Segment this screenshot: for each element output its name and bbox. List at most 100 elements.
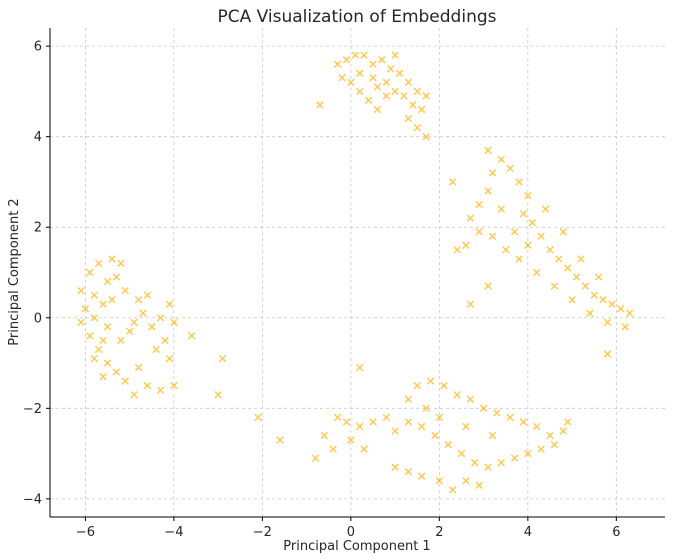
data-point (333, 60, 342, 68)
data-point (378, 55, 386, 64)
data-point (386, 65, 395, 73)
data-point (453, 246, 461, 254)
data-point (156, 386, 165, 394)
data-point (603, 350, 612, 358)
data-point (360, 445, 368, 453)
x-tick-label: 4 (524, 525, 532, 540)
data-point (99, 300, 107, 308)
data-point (417, 422, 426, 431)
data-point (466, 395, 475, 403)
x-ticks: −6 −4 −2 0 2 4 6 (76, 517, 620, 540)
data-point (484, 146, 492, 154)
data-point (391, 427, 399, 435)
data-point (440, 381, 448, 390)
data-point (524, 191, 532, 200)
data-point (550, 282, 559, 290)
data-point (497, 155, 505, 164)
data-point (356, 363, 364, 372)
data-point (404, 418, 413, 426)
data-point (524, 449, 532, 458)
data-point (117, 336, 125, 345)
data-point (187, 332, 196, 340)
data-point (422, 404, 430, 413)
data-point (99, 372, 107, 381)
data-point (524, 241, 532, 250)
data-point (316, 101, 324, 109)
data-point (81, 305, 90, 313)
y-tick-label: 2 (34, 221, 42, 236)
y-ticks: −4 −2 0 2 4 6 (23, 40, 50, 507)
data-point (541, 205, 550, 213)
data-point (475, 228, 483, 236)
data-point (559, 228, 567, 236)
data-point (466, 214, 475, 222)
data-point (422, 132, 430, 141)
data-point (356, 87, 364, 96)
data-point (528, 218, 536, 227)
data-point (515, 178, 523, 186)
data-point (475, 481, 483, 490)
data-points (77, 51, 634, 494)
data-point (338, 74, 346, 82)
data-point (475, 200, 483, 209)
data-point (170, 381, 178, 390)
data-point (165, 300, 174, 308)
data-point (218, 354, 227, 363)
data-point (342, 418, 351, 426)
data-point (373, 83, 382, 91)
data-point (603, 318, 612, 327)
data-point (139, 309, 147, 317)
data-point (103, 359, 112, 367)
data-point (134, 295, 143, 304)
data-point (435, 413, 444, 422)
data-point (572, 273, 581, 281)
data-point (165, 354, 174, 363)
data-point (625, 309, 634, 317)
data-point (466, 300, 475, 308)
data-point (382, 78, 390, 87)
data-point (497, 458, 505, 467)
data-point (351, 51, 359, 59)
data-point (563, 418, 572, 426)
data-point (422, 92, 430, 100)
x-tick-label: 0 (347, 525, 355, 540)
data-point (426, 377, 435, 385)
y-tick-label: −2 (23, 402, 42, 417)
data-point (329, 445, 337, 453)
x-tick-label: 2 (435, 525, 443, 540)
data-point (373, 105, 382, 114)
data-point (404, 78, 413, 87)
data-point (77, 318, 85, 327)
data-point (356, 422, 364, 431)
data-point (134, 363, 143, 372)
data-point (417, 472, 426, 480)
y-tick-label: 0 (34, 311, 42, 326)
data-point (417, 105, 426, 114)
data-point (599, 295, 607, 304)
data-point (360, 51, 368, 59)
data-point (86, 268, 94, 277)
y-axis-label: Principal Component 2 (7, 198, 22, 345)
data-point (347, 436, 355, 444)
data-point (590, 291, 598, 299)
data-point (103, 277, 112, 286)
data-point (400, 92, 408, 100)
data-point (413, 87, 421, 96)
data-point (108, 255, 116, 263)
data-point (369, 74, 377, 82)
data-point (510, 454, 519, 462)
data-point (608, 300, 616, 308)
data-point (143, 291, 152, 299)
data-point (532, 268, 541, 277)
data-point (214, 391, 222, 399)
data-point (519, 418, 528, 426)
data-point (581, 282, 590, 290)
data-point (617, 305, 625, 313)
chart-title: PCA Visualization of Embeddings (217, 7, 496, 27)
data-point (117, 259, 125, 268)
data-point (130, 318, 138, 327)
data-point (502, 246, 510, 254)
y-tick-label: 4 (34, 130, 42, 145)
data-point (395, 69, 404, 77)
